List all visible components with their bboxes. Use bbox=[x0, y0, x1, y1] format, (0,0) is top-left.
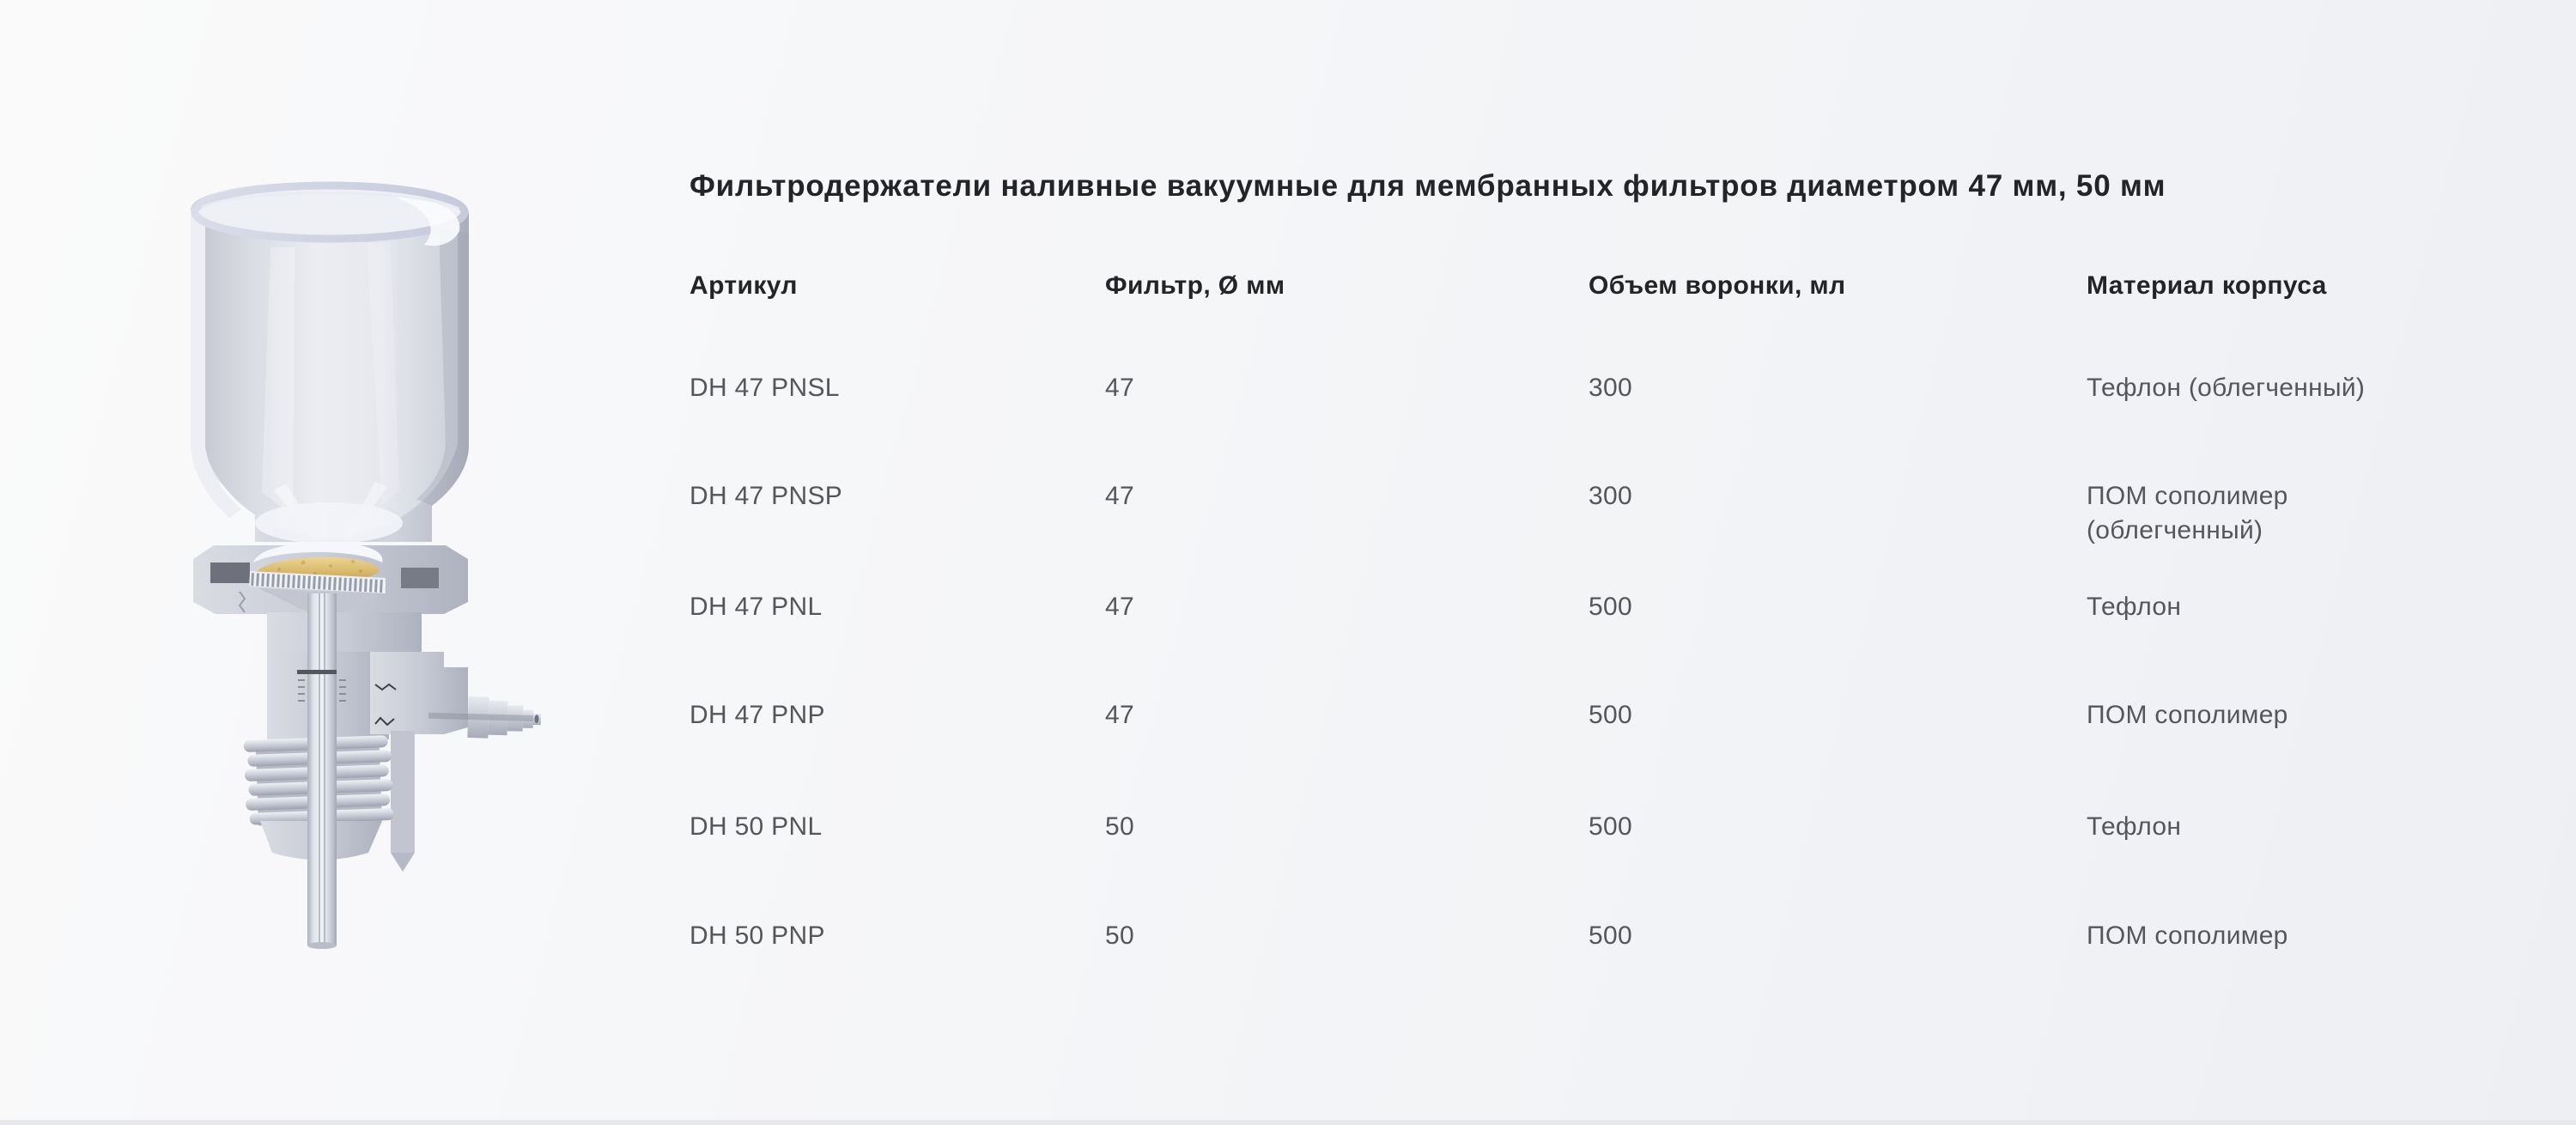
cell-funnel-volume: 300 bbox=[1589, 374, 1632, 402]
page-title: Фильтродержатели наливные вакуумные для … bbox=[690, 169, 2166, 203]
cell-body-material: Тефлон bbox=[2087, 593, 2182, 621]
cell-filter-diameter: 47 bbox=[1105, 482, 1134, 510]
cell-funnel-volume: 500 bbox=[1589, 593, 1632, 621]
cell-funnel-volume: 500 bbox=[1589, 701, 1632, 729]
table-row: DH 47 PNP 47 500 ПОМ сополимер bbox=[690, 698, 2544, 733]
cell-funnel-volume: 500 bbox=[1589, 921, 1632, 950]
product-spec-table: Артикул Фильтр, Ø мм Объем воронки, мл М… bbox=[690, 0, 2544, 1125]
cell-article: DH 47 PNL bbox=[690, 593, 823, 621]
cell-body-material: ПОМ сополимер (облегченный) bbox=[2087, 482, 2288, 544]
cell-article: DH 50 PNP bbox=[690, 921, 825, 950]
bottom-edge-strip bbox=[0, 1120, 2576, 1125]
cell-article: DH 47 PNSL bbox=[690, 374, 840, 402]
column-header-body-material: Материал корпуса bbox=[2087, 271, 2327, 300]
cell-filter-diameter: 47 bbox=[1105, 374, 1134, 402]
column-header-filter-diameter: Фильтр, Ø мм bbox=[1105, 271, 1285, 300]
cell-body-material: ПОМ сополимер bbox=[2087, 701, 2288, 729]
cell-filter-diameter: 50 bbox=[1105, 921, 1134, 950]
table-row: DH 50 PNL 50 500 Тефлон bbox=[690, 810, 2544, 844]
cell-filter-diameter: 47 bbox=[1105, 593, 1134, 621]
cell-article: DH 47 PNP bbox=[690, 701, 825, 729]
cell-article: DH 47 PNSP bbox=[690, 482, 843, 510]
cell-funnel-volume: 300 bbox=[1589, 482, 1632, 510]
table-row: DH 47 PNSP 47 300 ПОМ сополимер (облегче… bbox=[690, 479, 2544, 548]
stem-tube bbox=[297, 593, 346, 949]
table-header-row: Артикул Фильтр, Ø мм Объем воронки, мл М… bbox=[690, 269, 2544, 303]
cell-funnel-volume: 500 bbox=[1589, 812, 1632, 841]
column-header-article: Артикул bbox=[690, 271, 798, 300]
product-illustration bbox=[185, 174, 562, 956]
cell-article: DH 50 PNL bbox=[690, 812, 823, 841]
hose-barb-fitting bbox=[428, 696, 542, 739]
cell-filter-diameter: 50 bbox=[1105, 812, 1134, 841]
filter-holder-cutaway-image bbox=[191, 181, 542, 949]
column-header-funnel-volume: Объем воронки, мл bbox=[1589, 271, 1846, 300]
funnel-cup bbox=[191, 181, 469, 544]
table-row: DH 47 PNL 47 500 Тефлон bbox=[690, 590, 2544, 624]
table-row: DH 47 PNSL 47 300 Тефлон (облегченный) bbox=[690, 371, 2544, 405]
cell-body-material: ПОМ сополимер bbox=[2087, 921, 2288, 950]
cell-body-material: Тефлон bbox=[2087, 812, 2182, 841]
table-row: DH 50 PNP 50 500 ПОМ сополимер bbox=[690, 919, 2544, 953]
cell-body-material: Тефлон (облегченный) bbox=[2087, 374, 2366, 402]
cell-filter-diameter: 47 bbox=[1105, 701, 1134, 729]
